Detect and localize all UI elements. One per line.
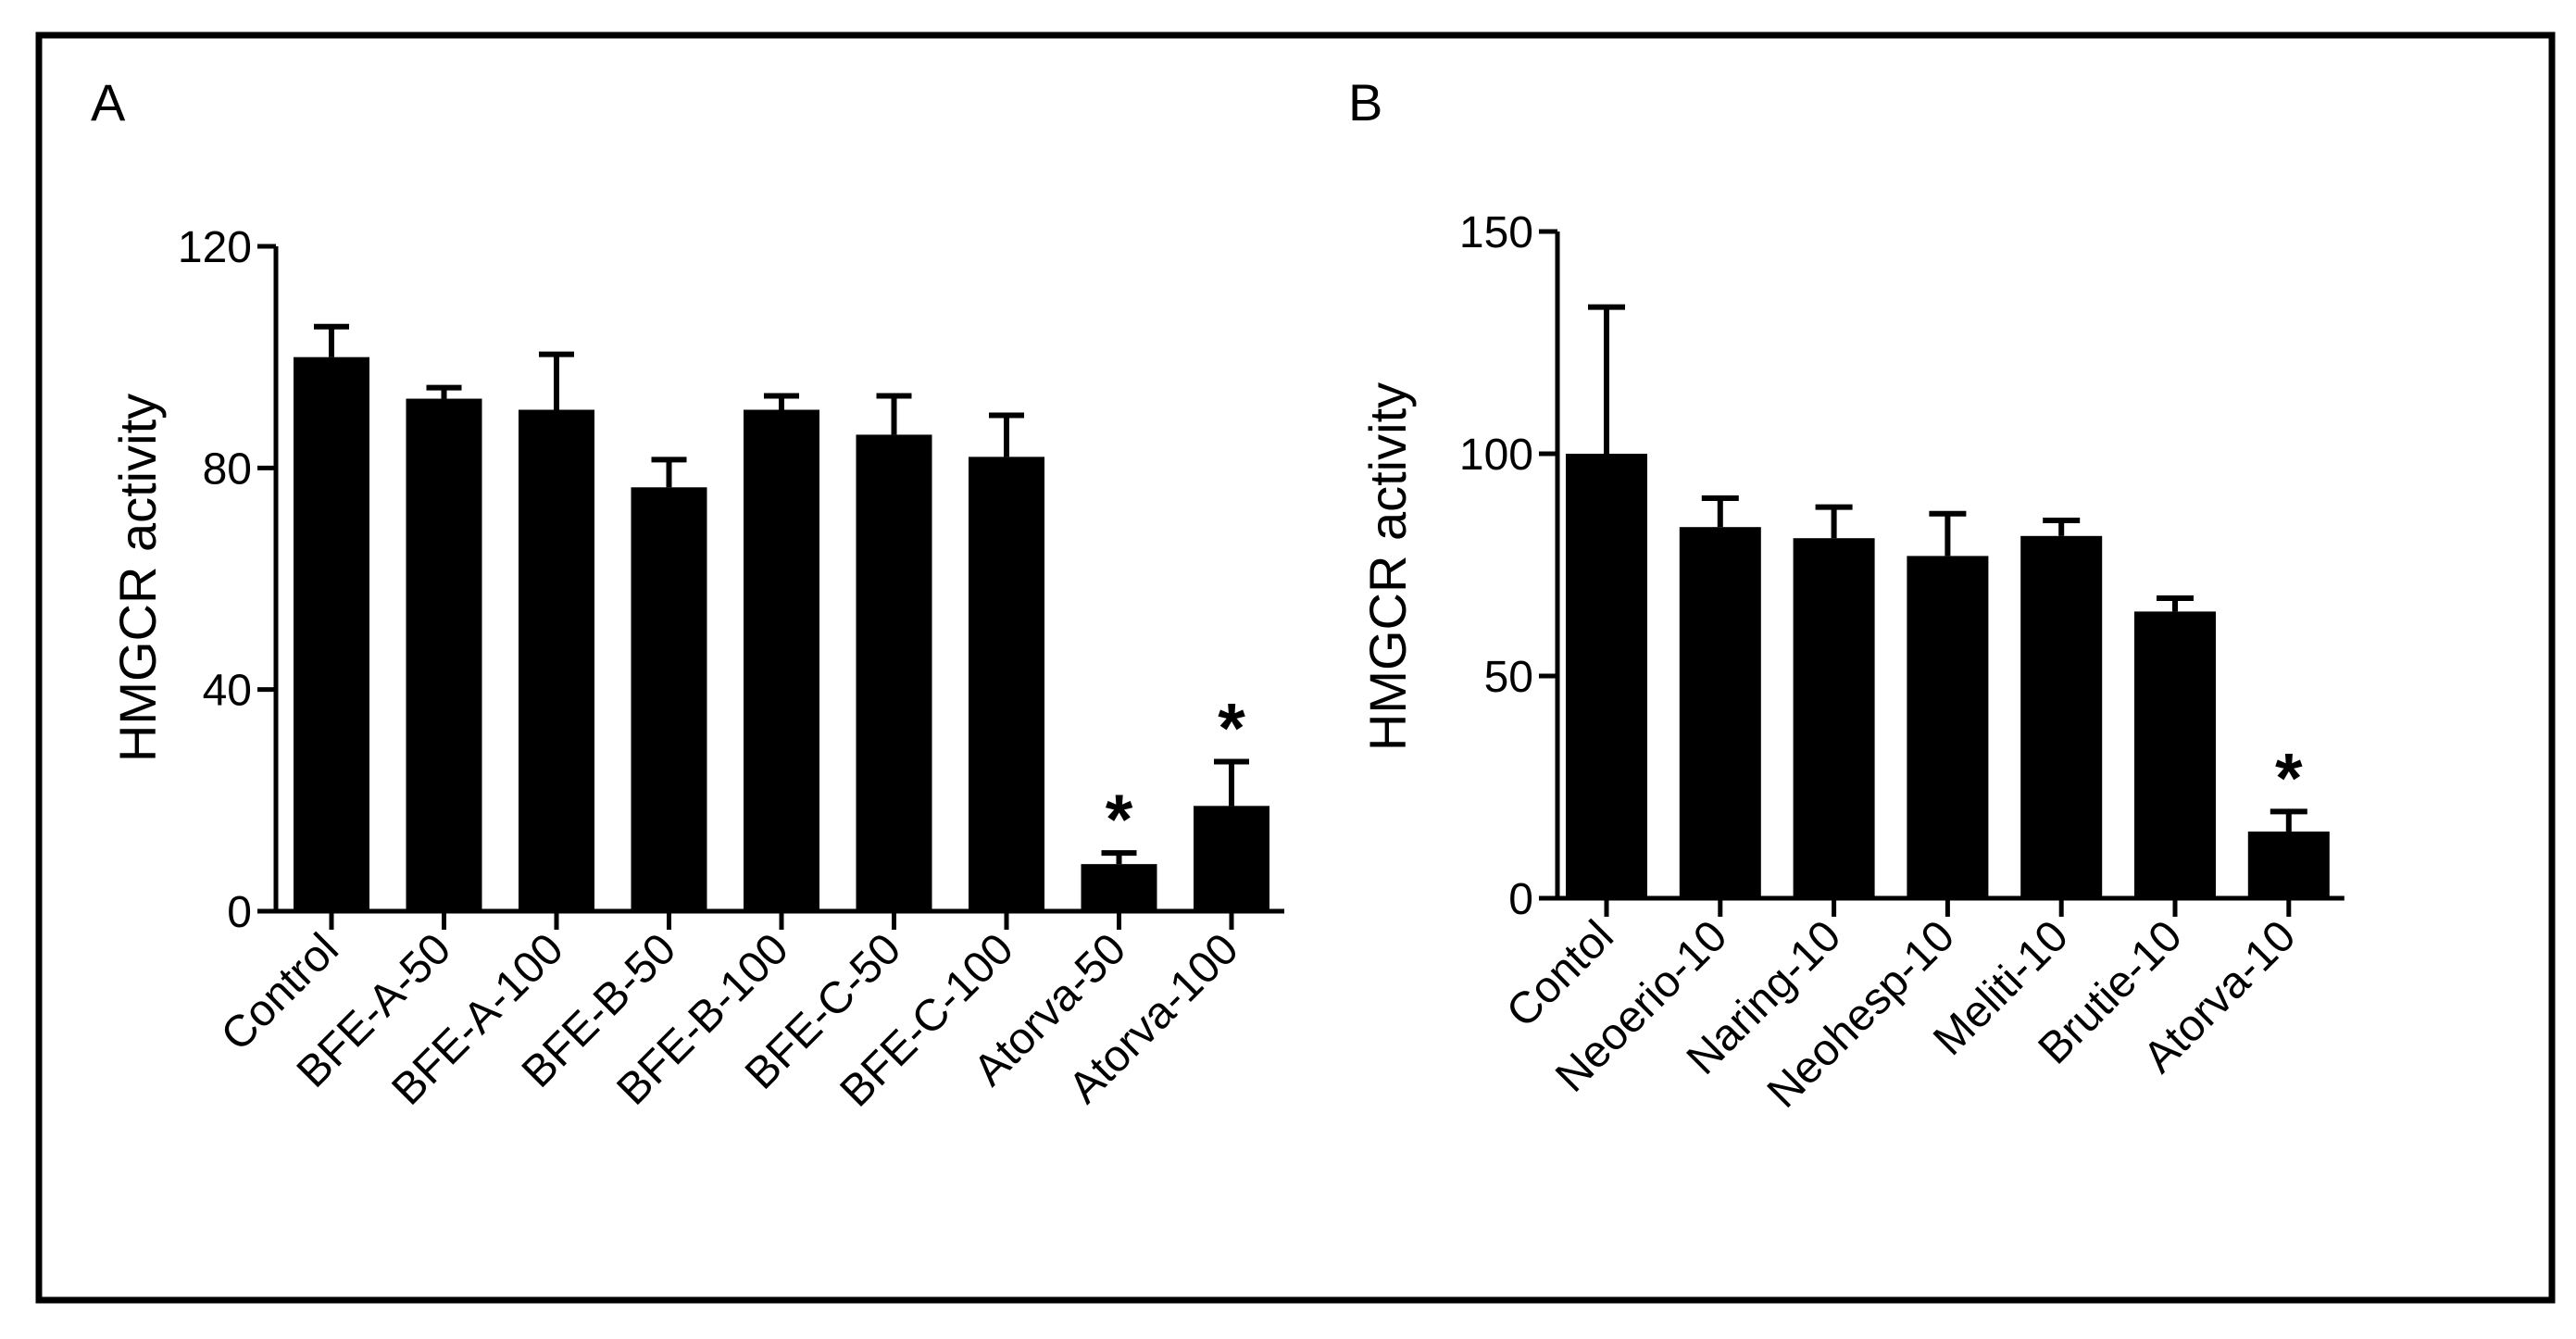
figure-border — [35, 31, 2556, 1304]
panel-a-significance-marker: * — [1106, 781, 1133, 859]
panel-b-bar — [2134, 611, 2216, 898]
panel-a-bar — [406, 398, 482, 912]
panel-b-label: B — [1348, 73, 1382, 131]
panel-a-bar — [744, 409, 819, 912]
panel-a-significance-marker: * — [1218, 689, 1245, 768]
panel-a-bar — [519, 409, 594, 912]
panel-b-bar — [2020, 535, 2103, 898]
panel-a-label: A — [91, 73, 126, 131]
panel-a-y-tick-label: 80 — [203, 444, 252, 494]
panel-a-bar — [294, 357, 369, 912]
panel-a: A HMGCR activity 04080120ControlBFE-A-50… — [91, 73, 1284, 1117]
panel-b-y-axis-title: HMGCR activity — [1358, 382, 1417, 751]
panel-b-y-tick-label: 150 — [1459, 208, 1533, 257]
panel-b-bar — [1566, 454, 1647, 898]
panel-a-marks: 04080120ControlBFE-A-50BFE-A-100BFE-B-50… — [178, 223, 1284, 1117]
panel-b-y-tick-label: 100 — [1459, 431, 1533, 480]
panel-b-bar — [1679, 527, 1761, 898]
panel-a-y-tick-label: 120 — [178, 223, 252, 272]
panel-a-bar — [631, 487, 707, 911]
panel-b-significance-marker: * — [2275, 739, 2303, 818]
panel-b-y-tick-label: 50 — [1484, 653, 1533, 702]
panel-a-bar — [969, 457, 1044, 911]
panel-b-bar — [2247, 832, 2330, 898]
panel-b: B HMGCR activity 050100150ContolNeoerio-… — [1348, 73, 2345, 1118]
panel-b-marks: 050100150ContolNeoerio-10Naring-10Neohes… — [1459, 208, 2345, 1118]
panel-a-bar — [856, 434, 932, 911]
panel-a-y-tick-label: 40 — [203, 667, 252, 716]
panel-a-y-axis-title: HMGCR activity — [108, 394, 167, 762]
panel-b-y-tick-label: 0 — [1508, 875, 1533, 924]
panel-a-y-tick-label: 0 — [227, 888, 252, 937]
panel-a-bar — [1081, 864, 1157, 911]
panel-b-bar — [1793, 538, 1875, 898]
panel-a-bar — [1194, 806, 1269, 911]
panel-b-bar — [1907, 556, 1989, 898]
